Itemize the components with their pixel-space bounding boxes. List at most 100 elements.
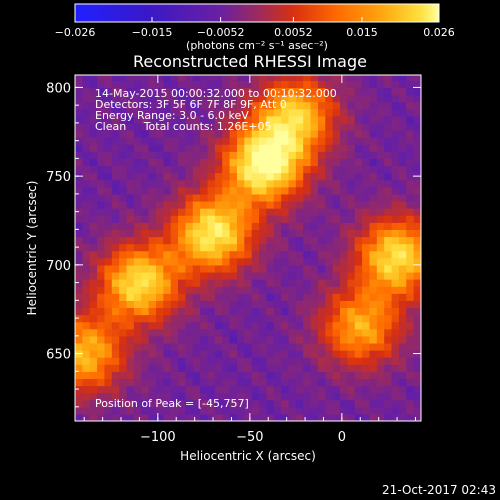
heatmap-cell bbox=[251, 122, 260, 131]
heatmap-cell bbox=[163, 137, 172, 145]
heatmap-cell bbox=[340, 264, 348, 273]
heatmap-cell bbox=[82, 229, 91, 238]
heatmap-cell bbox=[303, 271, 312, 280]
heatmap-cell bbox=[207, 378, 216, 387]
heatmap-cell bbox=[310, 286, 319, 294]
heatmap-cell bbox=[126, 215, 135, 223]
heatmap-cell bbox=[126, 250, 135, 259]
heatmap-cell bbox=[148, 186, 157, 195]
heatmap-cell bbox=[229, 392, 238, 401]
heatmap-cell bbox=[244, 236, 253, 245]
heatmap-cell bbox=[413, 342, 421, 351]
heatmap-cell bbox=[406, 130, 415, 138]
heatmap-cell bbox=[170, 80, 179, 89]
heatmap-cell bbox=[332, 151, 341, 159]
heatmap-cell bbox=[185, 94, 194, 103]
heatmap-cell bbox=[317, 250, 326, 259]
heatmap-cell bbox=[148, 215, 157, 223]
heatmap-cell bbox=[259, 264, 267, 273]
heatmap-cell bbox=[413, 406, 421, 415]
heatmap-cell bbox=[354, 193, 363, 202]
heatmap-cell bbox=[347, 321, 356, 330]
heatmap-cell bbox=[273, 286, 282, 294]
heatmap-cell bbox=[251, 250, 260, 259]
heatmap-cell bbox=[398, 80, 407, 89]
heatmap-cell bbox=[111, 350, 120, 358]
heatmap-cell bbox=[200, 271, 209, 280]
heatmap-cell bbox=[413, 179, 421, 188]
heatmap-cell bbox=[82, 172, 91, 181]
heatmap-cell bbox=[82, 307, 91, 316]
heatmap-cell bbox=[362, 243, 371, 252]
heatmap-cell bbox=[347, 179, 356, 188]
heatmap-cell bbox=[111, 250, 120, 259]
heatmap-cell bbox=[163, 179, 172, 188]
heatmap-cell bbox=[391, 293, 400, 301]
heatmap-cell bbox=[148, 250, 157, 259]
heatmap-cell bbox=[273, 378, 282, 387]
heatmap-cell bbox=[192, 371, 201, 380]
heatmap-cell bbox=[104, 108, 113, 117]
heatmap-cell bbox=[82, 115, 91, 124]
heatmap-cell bbox=[384, 179, 393, 188]
heatmap-cell bbox=[354, 144, 363, 152]
heatmap-cell bbox=[369, 328, 378, 337]
heatmap-cell bbox=[170, 314, 179, 323]
heatmap-cell bbox=[391, 158, 400, 167]
heatmap-cell bbox=[295, 193, 304, 202]
heatmap-cell bbox=[126, 385, 135, 394]
heatmap-cell bbox=[413, 321, 421, 330]
heatmap-cell bbox=[244, 286, 253, 294]
heatmap-cell bbox=[155, 80, 164, 89]
heatmap-cell bbox=[362, 101, 371, 110]
heatmap-cell bbox=[288, 307, 297, 316]
heatmap-cell bbox=[119, 357, 128, 365]
heatmap-cell bbox=[332, 293, 341, 301]
heatmap-cell bbox=[281, 243, 290, 252]
heatmap-cell bbox=[244, 314, 253, 323]
heatmap-cell bbox=[111, 279, 120, 287]
heatmap-cell bbox=[229, 257, 238, 266]
heatmap-cell bbox=[244, 108, 253, 117]
heatmap-cell bbox=[406, 186, 415, 195]
heatmap-cell bbox=[347, 137, 356, 145]
heatmap-cell bbox=[317, 371, 326, 380]
heatmap-cell bbox=[133, 122, 142, 131]
heatmap-cell bbox=[163, 406, 172, 415]
heatmap-cell bbox=[347, 307, 356, 316]
heatmap-cell bbox=[310, 279, 319, 287]
heatmap-cell bbox=[259, 300, 267, 309]
heatmap-cell bbox=[295, 250, 304, 259]
heatmap-cell bbox=[362, 236, 371, 245]
heatmap-cell bbox=[384, 130, 393, 138]
heatmap-cell bbox=[303, 215, 312, 223]
heatmap-cell bbox=[384, 364, 393, 372]
heatmap-cell bbox=[362, 165, 371, 174]
heatmap-cell bbox=[406, 314, 415, 323]
heatmap-cell bbox=[413, 137, 421, 145]
heatmap-cell bbox=[288, 137, 297, 145]
heatmap-cell bbox=[207, 87, 216, 96]
heatmap-cell bbox=[310, 264, 319, 273]
heatmap-cell bbox=[340, 328, 348, 337]
heatmap-cell bbox=[89, 236, 98, 245]
heatmap-cell bbox=[104, 101, 113, 110]
heatmap-cell bbox=[163, 264, 172, 273]
heatmap-cell bbox=[398, 357, 407, 365]
heatmap-cell bbox=[236, 257, 245, 266]
heatmap-cell bbox=[236, 94, 245, 103]
heatmap-cell bbox=[111, 321, 120, 330]
heatmap-cell bbox=[192, 257, 201, 266]
heatmap-cell bbox=[340, 385, 348, 394]
heatmap-cell bbox=[354, 399, 363, 408]
heatmap-cell bbox=[391, 243, 400, 252]
heatmap-cell bbox=[325, 130, 334, 138]
heatmap-cell bbox=[214, 158, 223, 167]
heatmap-cell bbox=[266, 300, 275, 309]
heatmap-cell bbox=[200, 335, 209, 344]
heatmap-cell bbox=[163, 229, 172, 238]
heatmap-cell bbox=[222, 229, 231, 238]
colorbar-tick-label: −0.026 bbox=[55, 26, 96, 39]
heatmap-cell bbox=[155, 321, 164, 330]
heatmap-cell bbox=[376, 399, 385, 408]
